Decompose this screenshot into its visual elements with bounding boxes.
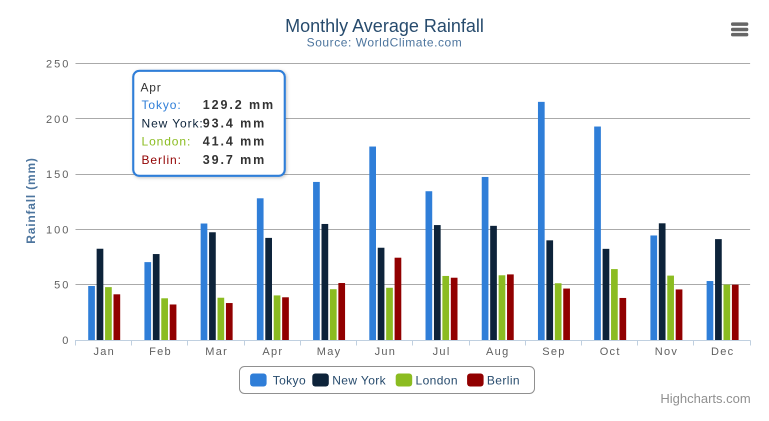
svg-text:Tokyo:: Tokyo:: [142, 98, 182, 112]
svg-text:Source: WorldClimate.com: Source: WorldClimate.com: [307, 36, 463, 50]
svg-text:Apr: Apr: [262, 346, 283, 358]
svg-text:41.4 mm: 41.4 mm: [203, 135, 266, 149]
svg-text:50: 50: [54, 280, 70, 292]
svg-text:Nov: Nov: [655, 346, 678, 358]
svg-text:0: 0: [62, 335, 70, 347]
svg-text:Dec: Dec: [711, 346, 734, 358]
svg-text:Jan: Jan: [93, 346, 115, 358]
svg-text:Oct: Oct: [600, 346, 621, 358]
svg-text:100: 100: [46, 224, 70, 236]
svg-text:New York: New York: [332, 374, 386, 388]
svg-text:200: 200: [46, 114, 70, 126]
svg-text:Jun: Jun: [375, 346, 397, 358]
svg-text:93.4 mm: 93.4 mm: [203, 116, 266, 130]
svg-text:London: London: [416, 374, 458, 388]
svg-text:May: May: [317, 346, 342, 358]
svg-text:Rainfall (mm): Rainfall (mm): [24, 157, 38, 243]
svg-text:Mar: Mar: [205, 346, 228, 358]
svg-text:Tokyo: Tokyo: [273, 374, 306, 388]
svg-text:Feb: Feb: [149, 346, 172, 358]
svg-text:Highcharts.com: Highcharts.com: [660, 391, 750, 406]
svg-text:London:: London:: [142, 135, 192, 149]
svg-text:250: 250: [46, 59, 70, 71]
svg-text:Berlin: Berlin: [487, 374, 520, 388]
svg-text:129.2 mm: 129.2 mm: [203, 98, 275, 112]
svg-text:Aug: Aug: [486, 346, 509, 358]
svg-text:New York:: New York:: [142, 116, 204, 130]
svg-text:Sep: Sep: [542, 346, 565, 358]
svg-text:Berlin:: Berlin:: [142, 153, 182, 167]
svg-text:Monthly Average Rainfall: Monthly Average Rainfall: [285, 16, 484, 36]
svg-text:150: 150: [46, 169, 70, 181]
svg-text:39.7 mm: 39.7 mm: [203, 153, 266, 167]
svg-text:Apr: Apr: [141, 81, 162, 95]
svg-text:Jul: Jul: [433, 346, 451, 358]
